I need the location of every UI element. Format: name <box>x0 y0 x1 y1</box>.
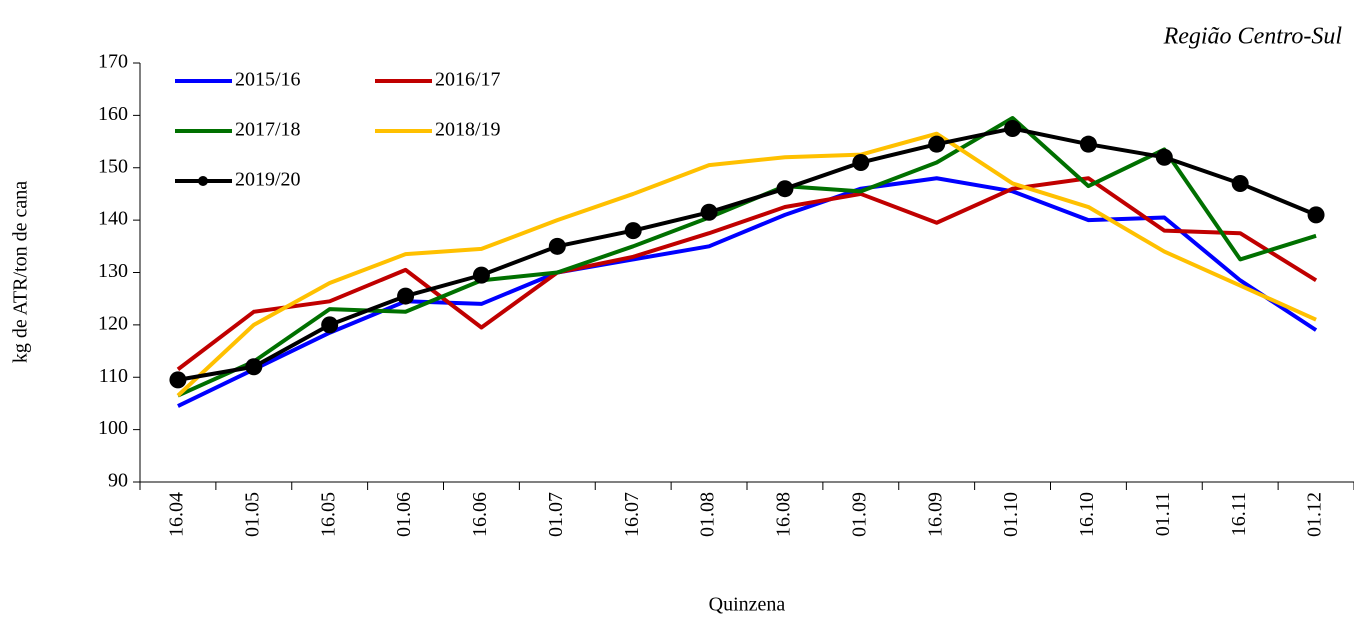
x-tick-label: 16.10 <box>1076 492 1098 537</box>
y-tick-label: 170 <box>98 51 128 73</box>
marker <box>928 135 946 153</box>
legend-label: 2017/18 <box>235 119 301 141</box>
x-tick-label: 16.08 <box>773 492 795 537</box>
marker <box>624 222 642 240</box>
x-tick-label: 01.05 <box>241 492 263 537</box>
marker <box>397 287 415 305</box>
marker <box>245 358 263 376</box>
chart-title: Região Centro-Sul <box>1163 24 1343 50</box>
marker <box>472 266 490 284</box>
y-axis-label: kg de ATR/ton de cana <box>10 181 32 363</box>
x-tick-label: 16.04 <box>166 492 188 537</box>
series-line <box>177 126 1317 382</box>
x-tick-label: 01.09 <box>848 492 870 537</box>
y-tick-label: 130 <box>98 260 128 282</box>
legend-marker <box>198 176 208 186</box>
marker <box>321 316 339 334</box>
y-tick-label: 110 <box>99 365 128 387</box>
x-tick-label: 01.12 <box>1304 492 1326 537</box>
x-tick-label: 01.10 <box>1000 492 1022 537</box>
x-tick-label: 01.06 <box>393 492 415 537</box>
y-tick-label: 100 <box>98 417 128 439</box>
marker <box>1231 174 1249 192</box>
marker <box>169 371 187 389</box>
legend-label: 2015/16 <box>235 69 301 91</box>
x-tick-label: 01.11 <box>1152 492 1174 536</box>
y-tick-label: 150 <box>98 155 128 177</box>
series-line <box>177 176 1318 408</box>
y-tick-label: 160 <box>98 103 128 125</box>
marker <box>852 154 870 172</box>
x-tick-label: 16.07 <box>621 492 643 537</box>
marker <box>548 237 566 255</box>
marker <box>1155 148 1173 166</box>
marker <box>776 180 794 198</box>
x-tick-label: 16.11 <box>1228 492 1250 536</box>
marker <box>1079 135 1097 153</box>
x-axis-label: Quinzena <box>709 594 786 616</box>
marker <box>1004 119 1022 137</box>
y-tick-label: 90 <box>108 470 128 492</box>
legend-label: 2019/20 <box>235 169 301 191</box>
series-line <box>176 176 1318 371</box>
y-tick-label: 140 <box>98 208 128 230</box>
legend-label: 2018/19 <box>435 119 501 141</box>
x-tick-label: 16.05 <box>317 492 339 537</box>
x-tick-label: 16.06 <box>469 492 491 537</box>
x-tick-label: 16.09 <box>924 492 946 537</box>
marker <box>700 203 718 221</box>
marker <box>1307 206 1325 224</box>
y-tick-label: 120 <box>98 312 128 334</box>
x-tick-label: 01.08 <box>697 492 719 537</box>
x-tick-label: 01.07 <box>545 492 567 537</box>
series-line <box>176 131 1317 398</box>
legend-label: 2016/17 <box>435 69 501 91</box>
